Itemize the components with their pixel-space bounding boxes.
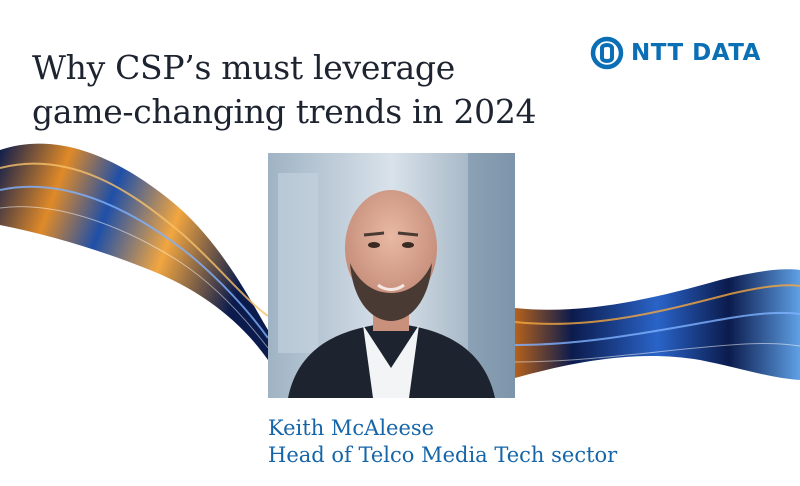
speaker-caption: Keith McAleese Head of Telco Media Tech … — [268, 415, 617, 469]
speaker-photo — [268, 153, 515, 398]
headline-line-1: Why CSP’s must leverage — [32, 48, 455, 87]
brand-logo: NTT DATA — [590, 36, 761, 70]
ntt-data-logo-icon — [590, 36, 624, 70]
speaker-role: Head of Telco Media Tech sector — [268, 443, 618, 467]
speaker-name: Keith McAleese — [268, 416, 435, 440]
headline: Why CSP’s must leverage game-changing tr… — [32, 46, 537, 134]
headline-line-2: game-changing trends in 2024 — [32, 92, 537, 131]
brand-name: NTT DATA — [631, 40, 761, 66]
